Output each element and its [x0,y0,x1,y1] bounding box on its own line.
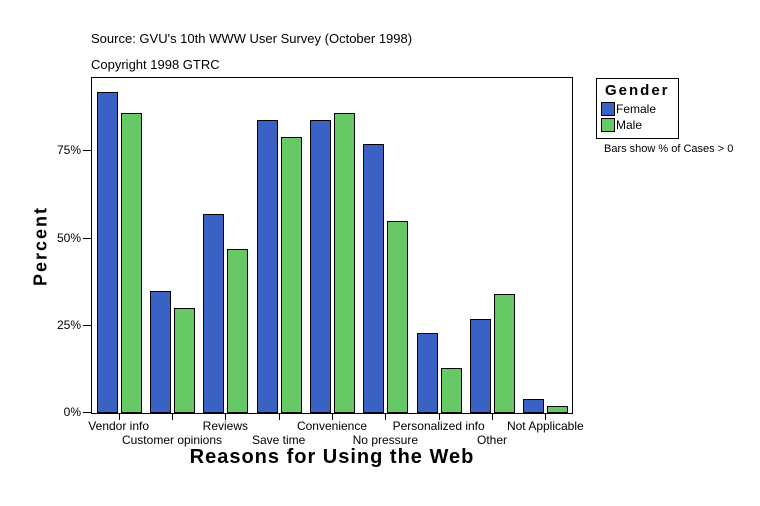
bar-male-vendor-info [120,113,142,413]
bar-male-reviews [227,249,249,413]
plot-area [91,77,573,414]
bar-female-personalized-info [416,333,438,413]
y-tick [83,150,92,152]
x-category-label: Personalized info [392,419,485,433]
x-category-label: Save time [251,433,306,447]
copyright-text: Copyright 1998 GTRC [91,57,220,72]
y-tick [83,412,92,413]
x-tick [545,414,547,420]
legend-items: Female Male [601,101,670,133]
x-tick [172,414,173,420]
bar-female-no-pressure [363,144,385,413]
bar-male-personalized-info [440,368,462,413]
x-category-label: Other [476,433,508,447]
bar-female-reviews [203,214,225,413]
bar-female-other [469,319,491,413]
y-tick-label: 75% [56,143,81,158]
legend-swatch-male [601,118,615,132]
x-category-label: No pressure [352,433,419,447]
x-tick [278,414,280,420]
bar-male-other [493,294,515,413]
note-text: Bars show % of Cases > 0 [604,143,734,155]
y-axis-title: Percent [30,205,51,287]
legend-item-label: Male [616,118,643,132]
y-tick [83,324,92,326]
legend-item-label: Female [616,102,657,116]
y-tick-label: 25% [56,317,81,332]
bar-male-customer-opinions [173,308,195,413]
x-tick [225,414,227,420]
x-category-label: Customer opinions [121,433,223,447]
y-tick [83,237,92,239]
bar-female-convenience [309,120,331,413]
bar-male-no-pressure [387,221,409,413]
bar-male-convenience [333,113,355,413]
y-tick-label: 0% [63,405,81,419]
x-category-label: Reviews [202,419,249,433]
x-category-label: Vendor info [88,419,150,433]
legend: Gender Female Male [596,78,679,139]
x-tick [385,414,387,420]
bar-female-customer-opinions [149,291,171,413]
legend-item: Male [601,117,670,133]
legend-title: Gender [605,82,670,99]
legend-swatch-female [601,102,615,116]
y-tick-label: 50% [56,230,81,245]
legend-item: Female [601,101,670,117]
x-tick [438,414,440,420]
bar-female-save-time [256,120,278,413]
bar-male-save-time [280,137,302,413]
x-tick [332,414,333,420]
x-tick [492,414,493,420]
x-category-label: Not Applicable [506,419,584,433]
x-category-label: Convenience [296,419,368,433]
x-axis-title: Reasons for Using the Web [189,446,475,468]
bar-female-vendor-info [96,92,118,413]
bar-male-not-applicable [547,406,569,413]
source-text: Source: GVU's 10th WWW User Survey (Octo… [91,31,413,46]
bar-female-not-applicable [523,399,545,413]
x-tick [118,414,120,420]
